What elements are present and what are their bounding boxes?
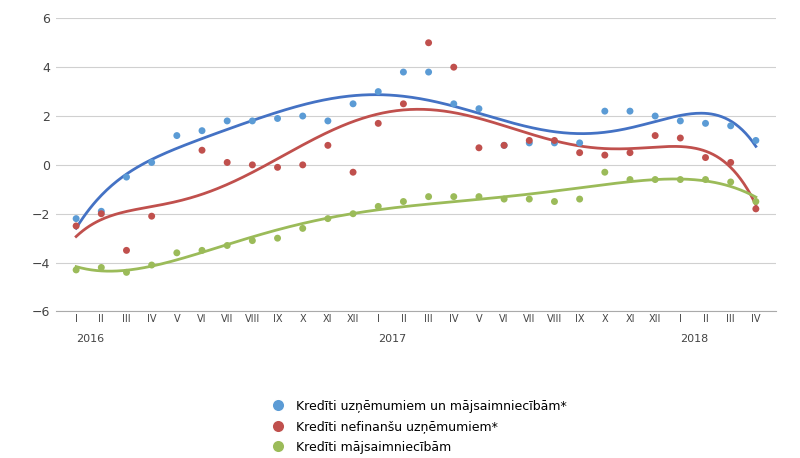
Point — [724, 122, 737, 130]
Point — [397, 68, 410, 76]
Point — [498, 196, 510, 203]
Point — [346, 210, 359, 218]
Point — [221, 242, 234, 249]
Point — [498, 142, 510, 149]
Point — [296, 225, 309, 232]
Point — [724, 178, 737, 185]
Point — [623, 149, 636, 156]
Point — [574, 149, 586, 156]
Point — [346, 100, 359, 108]
Point — [170, 249, 183, 256]
Point — [271, 164, 284, 171]
Point — [372, 120, 385, 127]
Point — [271, 234, 284, 242]
Point — [372, 203, 385, 210]
Point — [120, 247, 133, 254]
Point — [120, 174, 133, 181]
Legend: Kredīti uzņēmumiem un mājsaimniecībām*, Kredīti nefinanšu uzņēmumiem*, Kredīti m: Kredīti uzņēmumiem un mājsaimniecībām*, … — [265, 400, 567, 454]
Point — [699, 120, 712, 127]
Point — [95, 264, 108, 271]
Point — [221, 159, 234, 166]
Point — [170, 132, 183, 139]
Point — [649, 176, 662, 183]
Point — [397, 100, 410, 108]
Point — [95, 207, 108, 215]
Point — [750, 205, 762, 213]
Point — [271, 115, 284, 122]
Point — [523, 196, 536, 203]
Point — [473, 193, 486, 200]
Point — [447, 193, 460, 200]
Point — [296, 161, 309, 169]
Text: 2018: 2018 — [680, 334, 709, 344]
Point — [246, 237, 258, 244]
Point — [422, 68, 435, 76]
Point — [548, 137, 561, 144]
Point — [598, 152, 611, 159]
Point — [70, 222, 82, 229]
Point — [649, 132, 662, 139]
Point — [623, 108, 636, 115]
Point — [346, 169, 359, 176]
Point — [397, 198, 410, 205]
Point — [146, 213, 158, 220]
Point — [447, 100, 460, 108]
Point — [674, 176, 686, 183]
Point — [674, 117, 686, 125]
Point — [296, 112, 309, 120]
Point — [322, 142, 334, 149]
Text: 2017: 2017 — [378, 334, 406, 344]
Point — [750, 198, 762, 205]
Point — [473, 105, 486, 112]
Point — [598, 108, 611, 115]
Point — [649, 112, 662, 120]
Point — [574, 139, 586, 147]
Point — [598, 169, 611, 176]
Point — [196, 127, 209, 134]
Point — [322, 215, 334, 222]
Point — [498, 142, 510, 149]
Point — [699, 154, 712, 161]
Text: 2016: 2016 — [76, 334, 104, 344]
Point — [221, 117, 234, 125]
Point — [196, 147, 209, 154]
Point — [422, 193, 435, 200]
Point — [724, 159, 737, 166]
Point — [523, 137, 536, 144]
Point — [422, 39, 435, 46]
Point — [322, 117, 334, 125]
Point — [70, 215, 82, 222]
Point — [372, 88, 385, 95]
Point — [146, 262, 158, 269]
Point — [196, 247, 209, 254]
Point — [674, 134, 686, 142]
Point — [146, 159, 158, 166]
Point — [699, 176, 712, 183]
Point — [120, 269, 133, 276]
Point — [473, 144, 486, 152]
Point — [548, 198, 561, 205]
Point — [548, 139, 561, 147]
Point — [246, 161, 258, 169]
Point — [246, 117, 258, 125]
Point — [523, 139, 536, 147]
Point — [95, 210, 108, 218]
Point — [447, 64, 460, 71]
Point — [750, 137, 762, 144]
Point — [70, 266, 82, 273]
Point — [574, 196, 586, 203]
Point — [623, 176, 636, 183]
